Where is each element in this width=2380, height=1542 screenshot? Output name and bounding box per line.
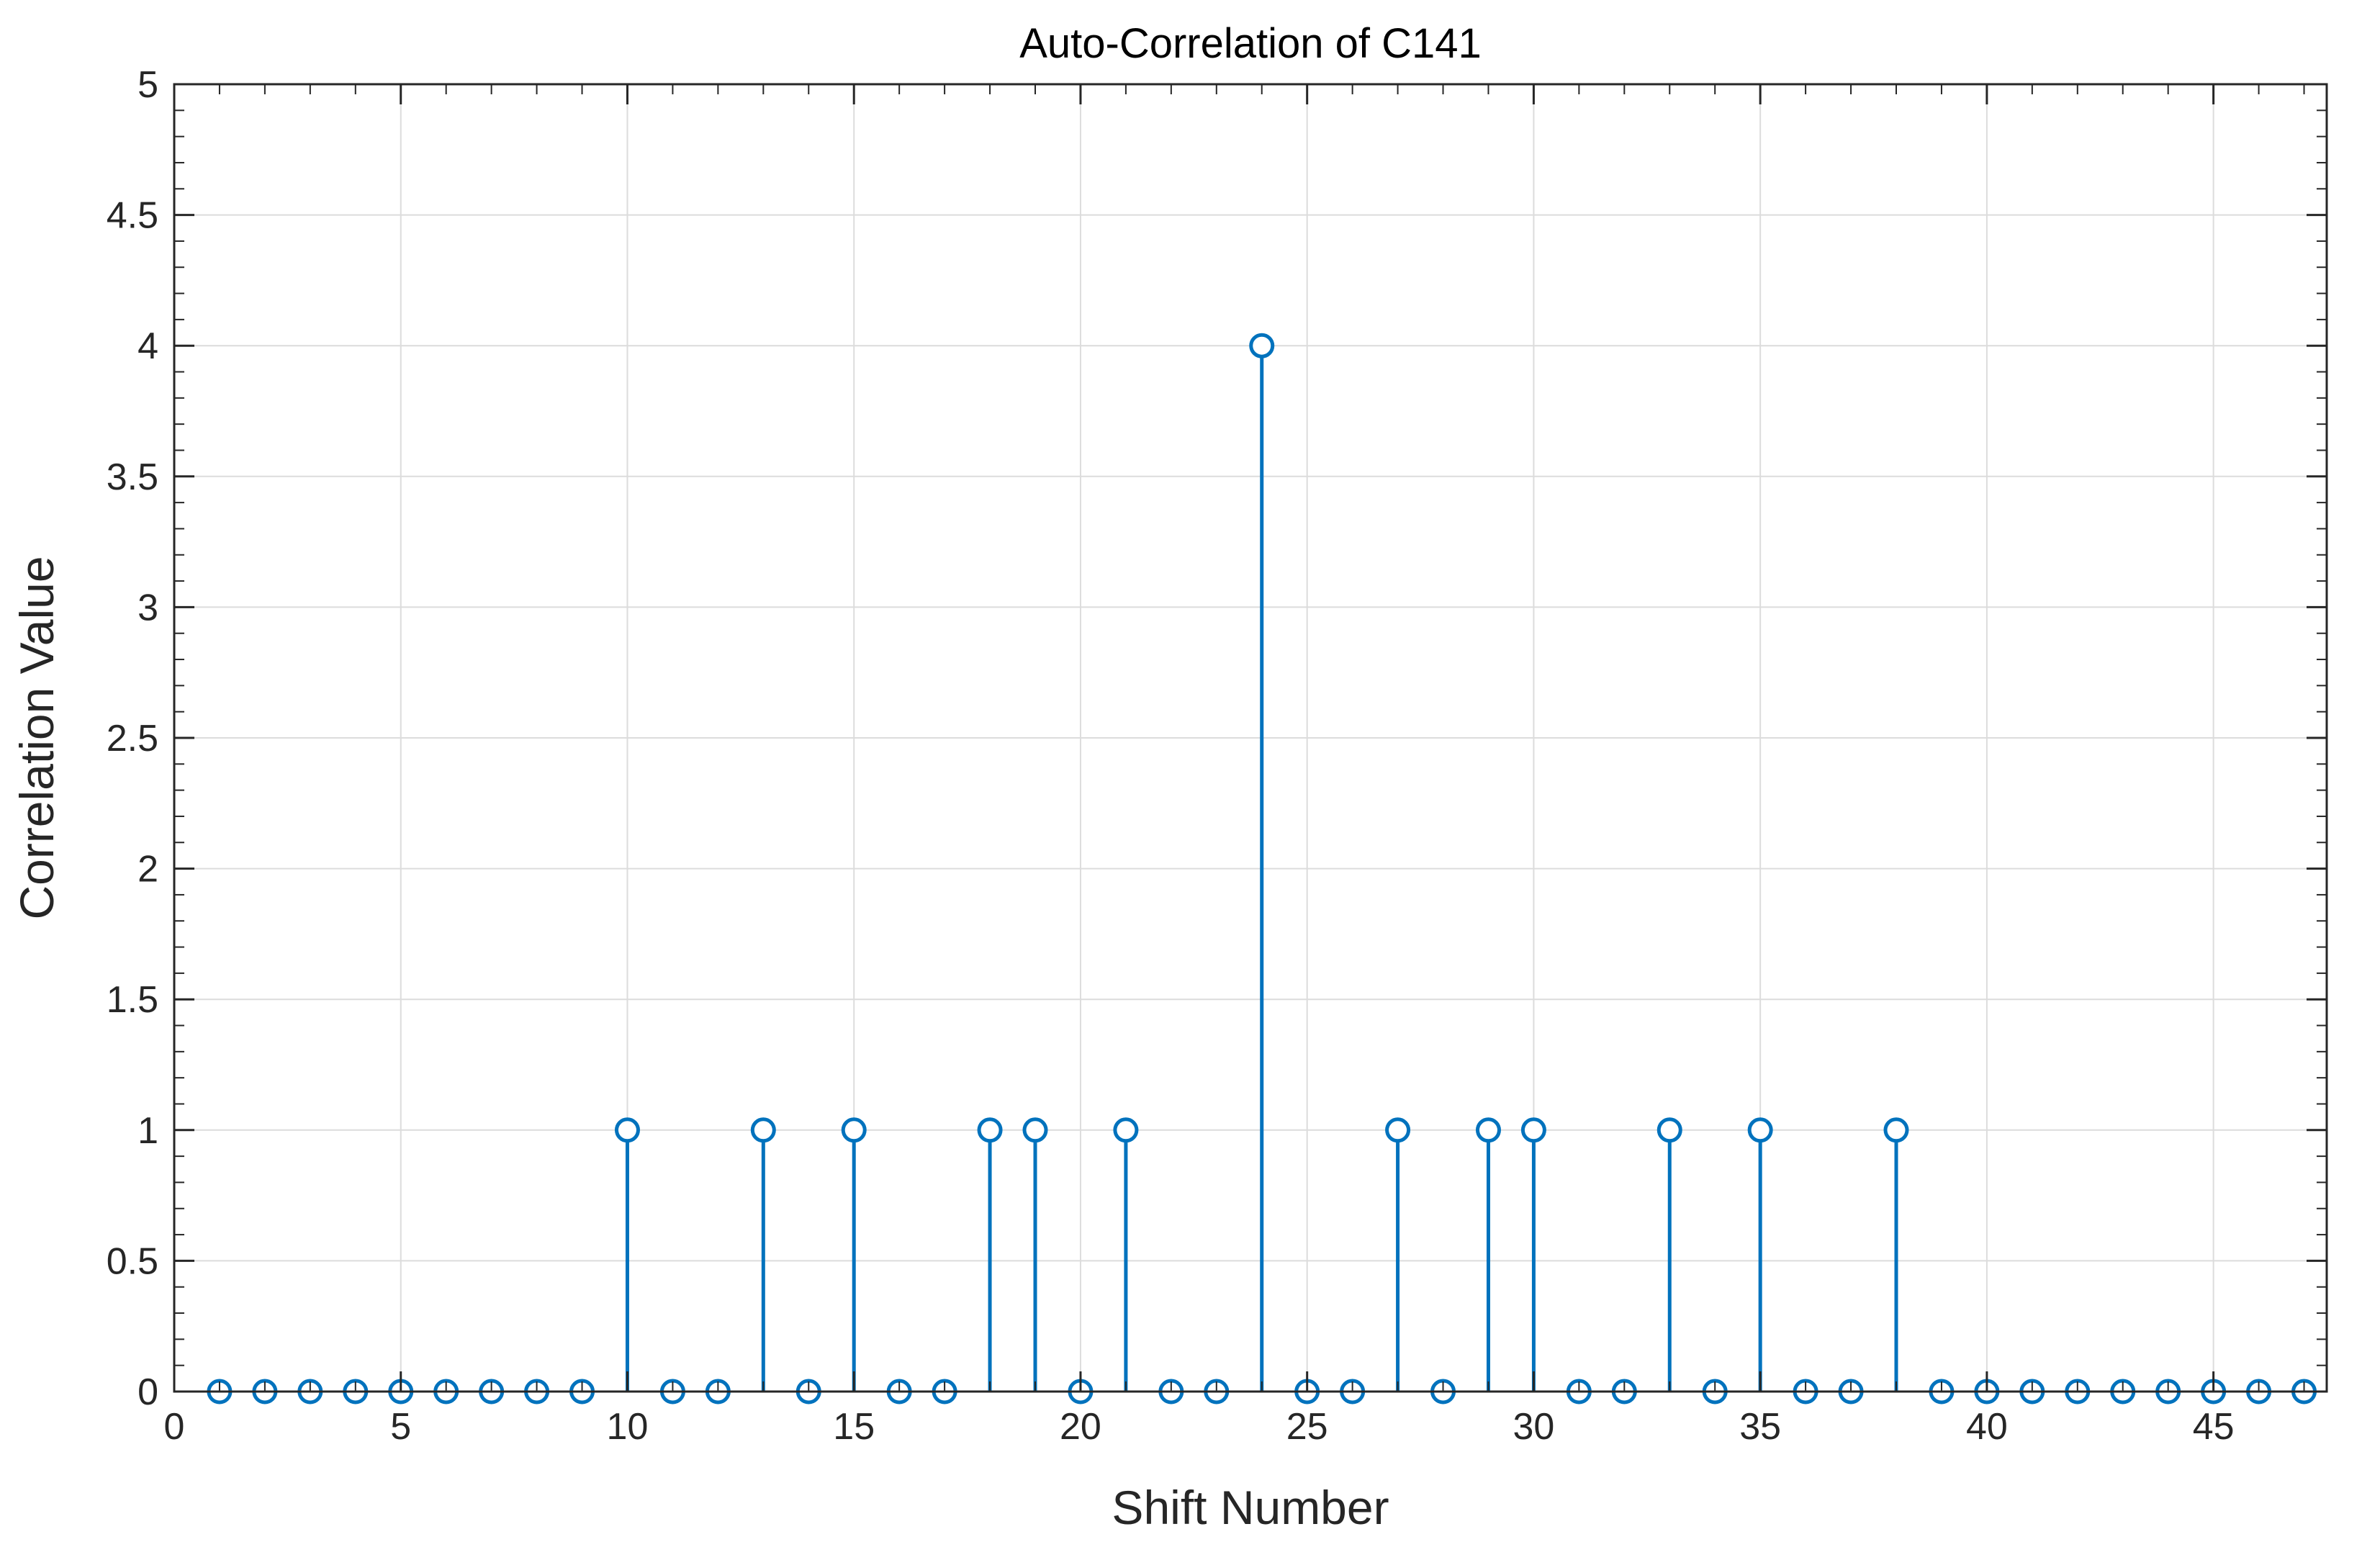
x-tick-label: 0 [164,1406,185,1448]
x-axis-title: Shift Number [1112,1481,1389,1534]
grid [174,84,2327,1392]
stem-marker [1656,1117,1682,1143]
stem-marker [1385,1117,1411,1143]
stem-marker [977,1117,1003,1143]
x-tick-label: 10 [607,1406,649,1448]
x-tick-labels: 0 5 10 15 20 25 30 35 40 45 [164,1406,2235,1448]
x-tick-label: 40 [1966,1406,2008,1448]
y-axis-title: Correlation Value [10,556,63,919]
x-tick-label: 45 [2193,1406,2235,1448]
stem-marker [614,1117,640,1143]
stem-marker [1883,1117,1909,1143]
stem-marker [1022,1117,1048,1143]
stem-marker [750,1117,776,1143]
y-tick-label: 2.5 [107,718,158,759]
y-tick-label: 0 [138,1371,158,1413]
stem-marker [1475,1117,1501,1143]
stems [625,346,1898,1392]
x-tick-label: 15 [833,1406,875,1448]
x-tick-label: 35 [1739,1406,1781,1448]
stem-marker [1747,1117,1773,1143]
stem-marker [1249,333,1275,359]
ticks [173,83,2327,1393]
y-tick-label: 3 [138,587,158,628]
chart-title: Auto-Correlation of C141 [1019,20,1482,67]
stem-marker [1113,1117,1139,1143]
stem-marker [841,1117,867,1143]
y-tick-label: 4.5 [107,195,158,237]
y-tick-label: 2 [138,849,158,891]
y-tick-labels: 0 0.5 1 1.5 2 2.5 3 3.5 4 4.5 5 [107,64,158,1413]
y-tick-label: 0.5 [107,1240,158,1282]
y-tick-label: 5 [138,64,158,106]
x-tick-label: 20 [1060,1406,1101,1448]
y-tick-label: 1 [138,1110,158,1152]
x-tick-label: 25 [1286,1406,1328,1448]
y-tick-label: 1.5 [107,979,158,1021]
x-tick-label: 30 [1513,1406,1554,1448]
y-tick-label: 3.5 [107,456,158,498]
y-tick-label: 4 [138,325,158,367]
x-tick-label: 5 [390,1406,411,1448]
stem-markers [207,333,2317,1405]
stem-marker [1520,1117,1546,1143]
